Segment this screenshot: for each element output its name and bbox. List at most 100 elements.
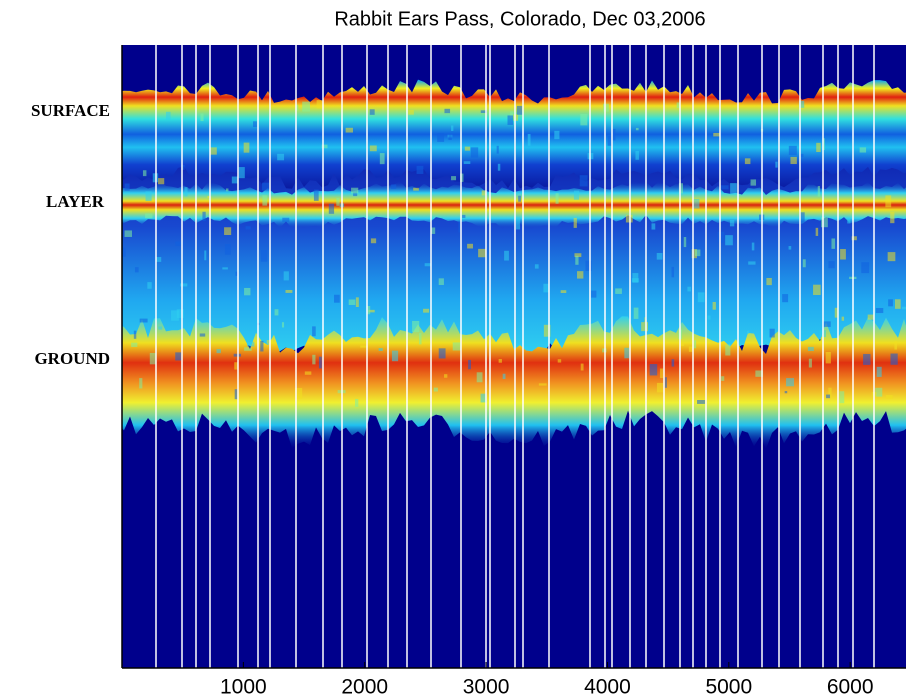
speckle: [560, 290, 567, 293]
chart-title: Rabbit Ears Pass, Colorado, Dec 03,2006: [334, 8, 705, 30]
speckle: [408, 110, 414, 115]
speckle: [651, 223, 656, 230]
speckle: [538, 383, 547, 386]
speckle: [413, 187, 419, 191]
speckle: [199, 333, 206, 337]
speckle: [885, 195, 892, 208]
speckle: [840, 249, 846, 260]
speckle: [156, 257, 162, 262]
speckle: [659, 368, 664, 379]
speckle: [887, 252, 896, 262]
speckle: [649, 364, 658, 376]
speckle: [245, 226, 251, 230]
layer-label: LAYER: [46, 192, 105, 211]
speckle: [282, 217, 290, 222]
speckle: [216, 349, 221, 354]
speckle: [632, 273, 639, 283]
speckle: [769, 328, 775, 338]
speckle: [678, 183, 684, 194]
speckle: [799, 212, 805, 223]
speckle: [467, 243, 473, 249]
speckle: [800, 153, 804, 158]
speckle: [462, 214, 466, 218]
speckle: [641, 322, 648, 332]
speckle: [176, 309, 184, 318]
speckle: [369, 109, 375, 115]
speckle: [234, 389, 238, 400]
speckle: [859, 147, 867, 153]
speckle: [612, 128, 616, 141]
speckle: [243, 142, 250, 153]
speckle: [692, 340, 697, 349]
speckle: [378, 348, 383, 352]
speckle: [379, 153, 385, 165]
speckle: [274, 309, 279, 316]
speckle: [124, 230, 132, 237]
speckle: [360, 345, 368, 348]
ground-label: GROUND: [34, 349, 110, 368]
speckle: [847, 217, 851, 224]
speckle: [863, 353, 871, 365]
speckle: [451, 125, 454, 131]
speckle: [712, 302, 716, 310]
speckle: [504, 250, 509, 261]
speckle: [262, 182, 270, 191]
speckle: [786, 378, 795, 387]
speckle: [861, 262, 870, 274]
speckle: [518, 195, 521, 202]
speckle: [312, 326, 316, 337]
speckle: [498, 359, 502, 363]
speckle: [901, 306, 906, 310]
speckle: [782, 294, 789, 303]
speckle: [890, 211, 895, 224]
x-tick-label: 1000: [220, 676, 267, 699]
speckle: [480, 110, 487, 113]
speckle: [813, 284, 821, 296]
speckle: [748, 261, 756, 265]
speckle: [480, 393, 487, 403]
speckle: [336, 197, 340, 206]
speckle: [448, 134, 452, 140]
speckle: [831, 238, 836, 249]
speckle: [351, 187, 359, 194]
speckle: [260, 340, 264, 352]
speckle: [444, 374, 448, 378]
x-tick-label: 6000: [827, 676, 874, 699]
speckle: [875, 387, 883, 397]
speckle: [184, 187, 188, 197]
speckle: [816, 142, 821, 153]
speckle: [687, 286, 691, 292]
speckle: [750, 179, 757, 186]
speckle: [334, 294, 340, 303]
speckle: [149, 352, 157, 365]
speckle: [671, 359, 675, 367]
speckle: [231, 176, 238, 184]
speckle: [476, 372, 483, 383]
speckle: [828, 387, 832, 398]
speckle: [851, 236, 857, 241]
x-tick-label: 4000: [584, 676, 631, 699]
speckle: [691, 249, 697, 259]
speckle: [281, 322, 285, 328]
speckle: [224, 244, 231, 255]
speckle: [458, 220, 462, 233]
speckle: [798, 100, 805, 108]
speckle: [304, 371, 312, 375]
speckle: [633, 307, 639, 319]
speckle: [683, 237, 687, 248]
speckle: [345, 127, 353, 133]
speckle: [516, 105, 523, 115]
speckle: [575, 255, 579, 265]
speckle: [573, 217, 577, 228]
speckle: [463, 161, 471, 165]
speckle: [580, 363, 584, 371]
speckle: [755, 370, 764, 377]
speckle: [175, 352, 182, 361]
speckle: [555, 193, 559, 204]
speckle: [139, 378, 143, 389]
speckle: [444, 108, 451, 114]
speckle: [823, 321, 831, 327]
speckle: [744, 158, 751, 165]
speckle: [676, 102, 680, 109]
